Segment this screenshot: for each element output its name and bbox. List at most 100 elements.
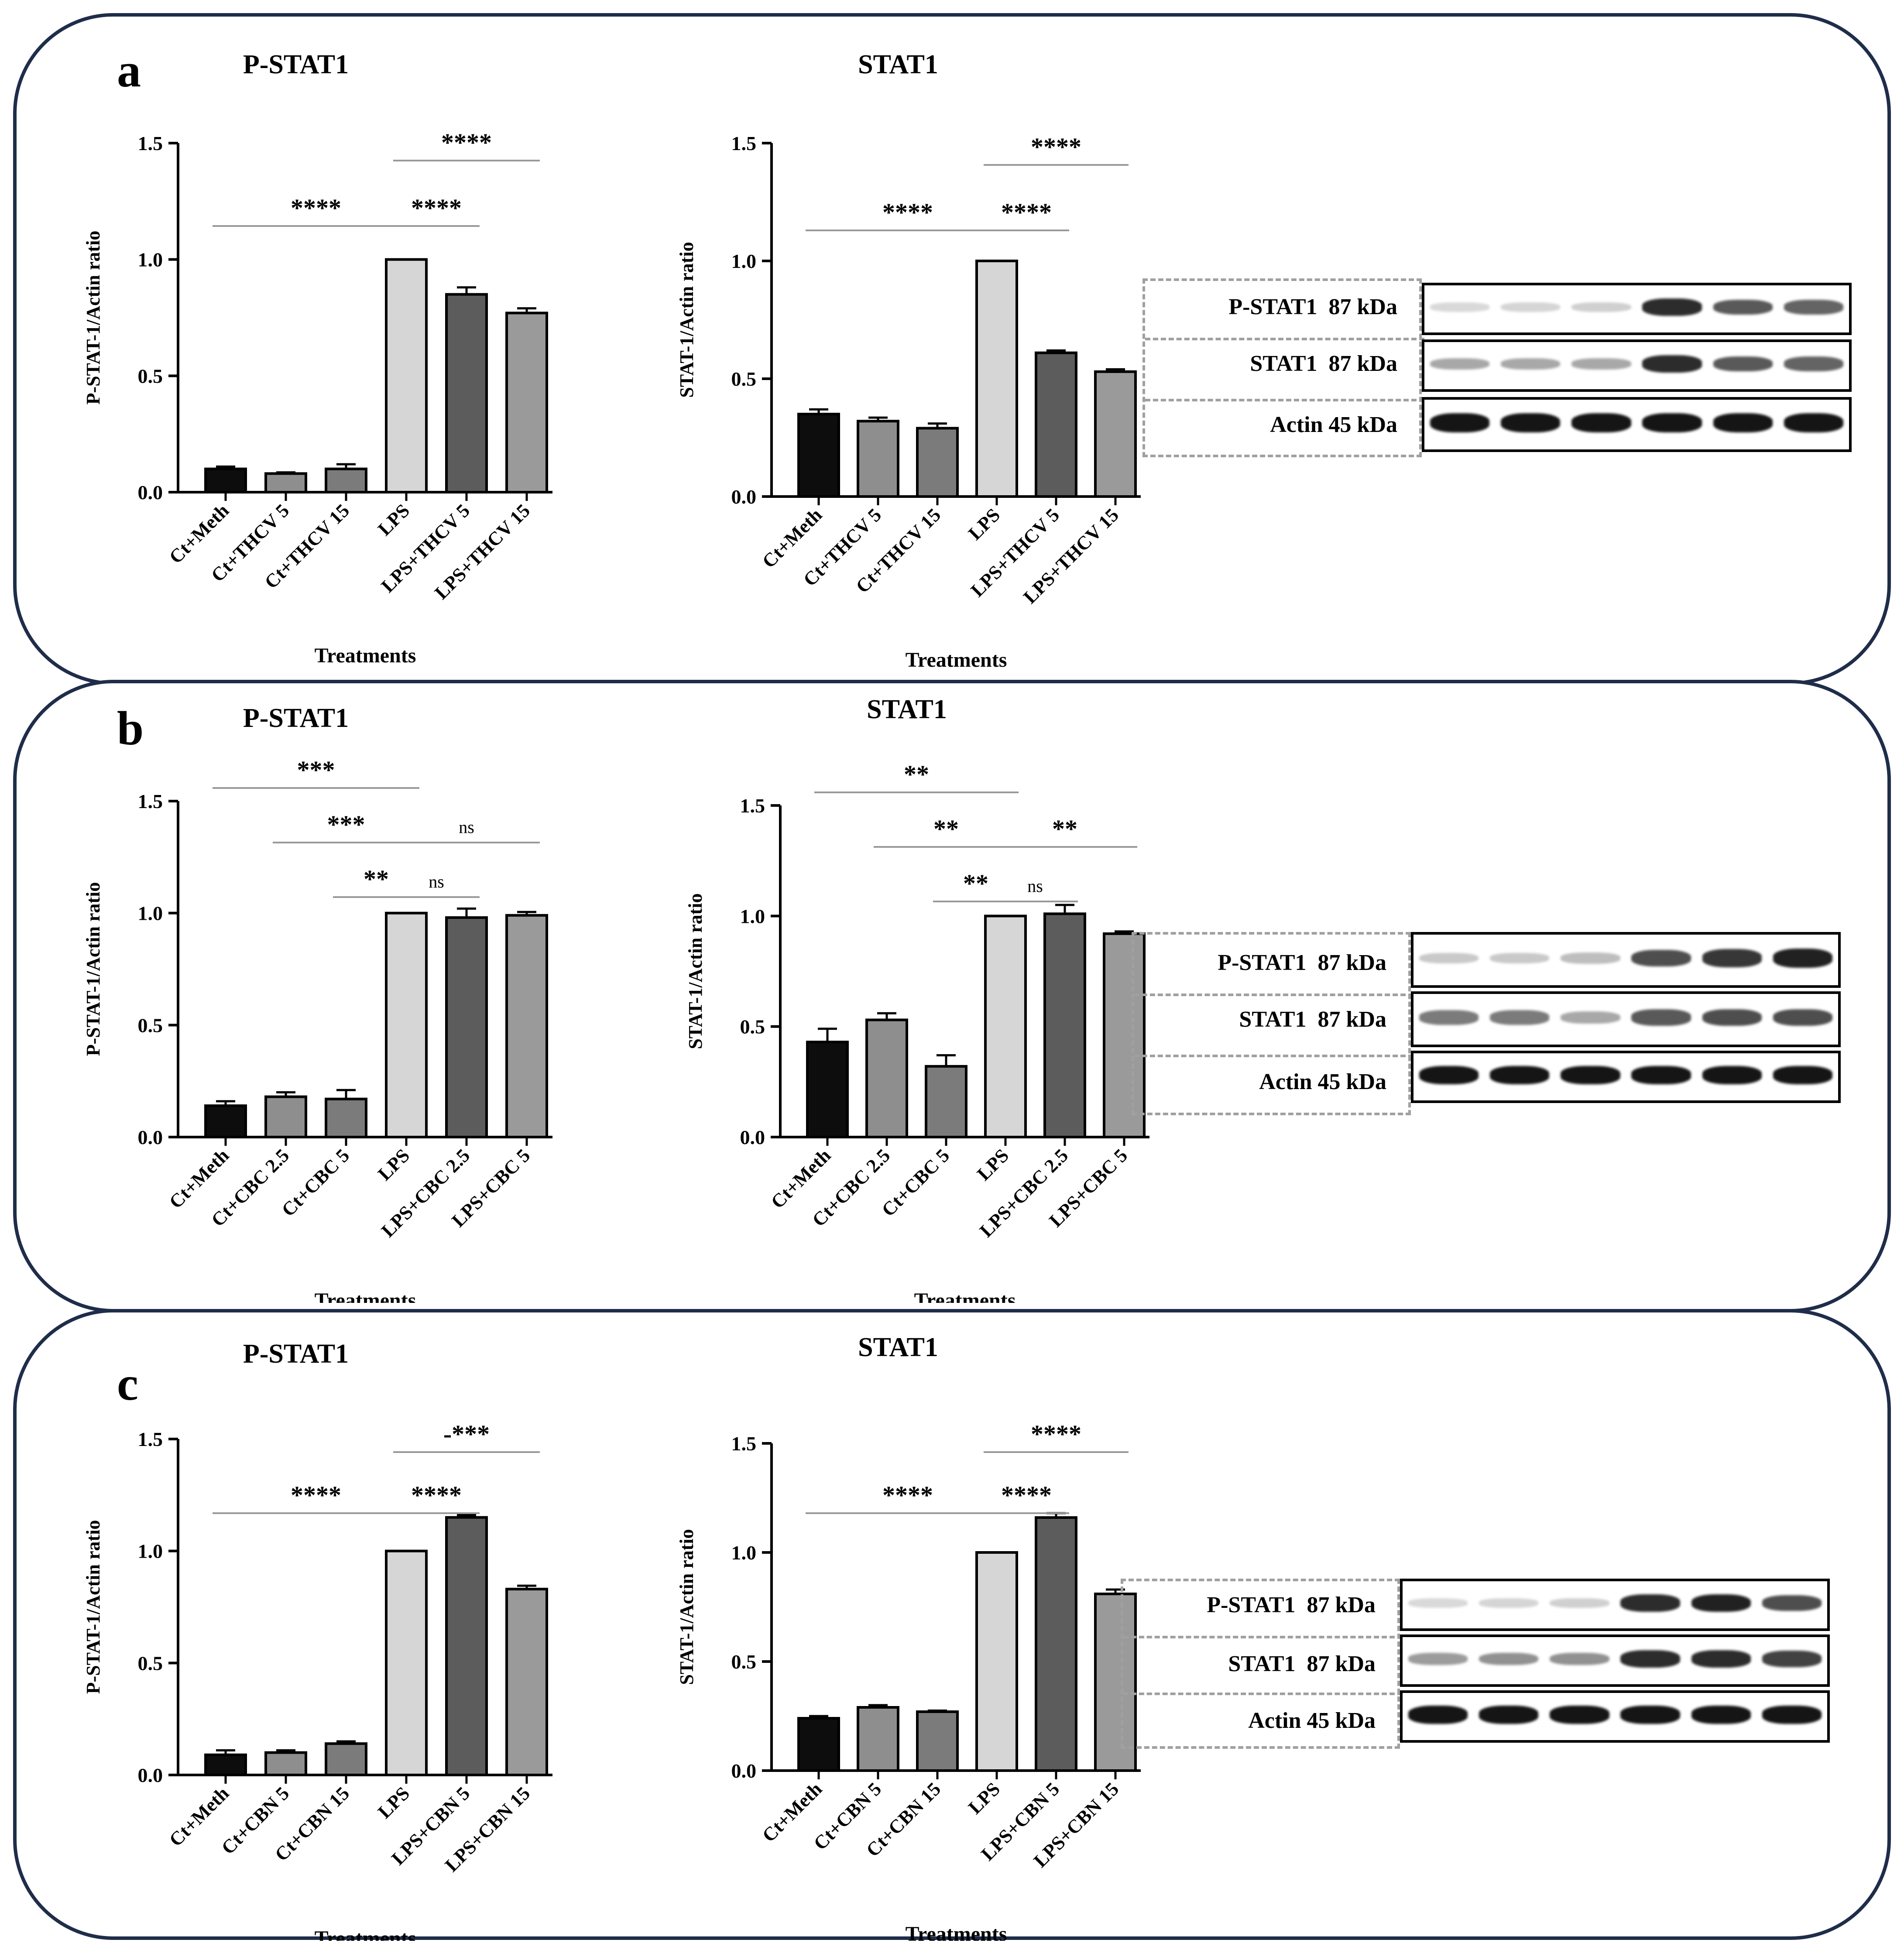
blot-strip-pstat1 — [1400, 1579, 1830, 1631]
y-tick-label: 0.5 — [731, 1651, 757, 1673]
bar-ct-cbn-5 — [264, 1751, 307, 1777]
bar-ct-thcv-5 — [264, 472, 307, 494]
blot-label-pstat1: P-STAT1 87 kDa — [1218, 950, 1386, 975]
panel-a: a P-STAT1 0.0 0.5 1.0 1.5 P-STAT-1/Actin rati… — [13, 13, 1891, 685]
blot-label-actin: Actin 45 kDa — [1259, 1069, 1386, 1094]
y-tick-label: 0.5 — [731, 368, 757, 390]
significance-label: *** — [297, 756, 335, 784]
blot-band — [1691, 1650, 1751, 1668]
y-axis-label: P-STAT-1/Actin ratio — [82, 882, 104, 1056]
blot-divider — [1123, 1636, 1403, 1638]
blot-divider — [1134, 994, 1413, 996]
blot-band — [1713, 299, 1773, 315]
blot-label-stat1: STAT1 87 kDa — [1228, 1651, 1376, 1676]
blot-band — [1571, 358, 1631, 370]
significance-label: ns — [429, 872, 444, 891]
bar-lps-cbn-5 — [445, 1516, 488, 1776]
blot-band — [1620, 1650, 1680, 1668]
bar-ct-cbc-5 — [925, 1065, 967, 1138]
blot-band — [1490, 1010, 1550, 1025]
blot-band — [1550, 1598, 1609, 1608]
y-tick-label: 0.5 — [740, 1016, 765, 1038]
blot-band — [1691, 1705, 1751, 1724]
panel-c: c P-STAT1 0.0 0.5 1.0 1.5 P-STAT-1/Actin rati… — [13, 1309, 1891, 1941]
y-axis-label: STAT-1/Actin ratio — [676, 1529, 697, 1685]
blot-band — [1501, 413, 1561, 433]
bar-ct-meth — [204, 467, 247, 494]
blot-band — [1762, 1651, 1822, 1667]
y-tick-label: 1.0 — [138, 902, 163, 925]
blot-band — [1642, 298, 1702, 316]
blot-divider — [1145, 399, 1424, 401]
blot-band — [1713, 356, 1773, 372]
x-axis-label: Treatments — [315, 644, 416, 667]
blot-band — [1620, 1594, 1680, 1612]
y-tick-label: 1.5 — [731, 1432, 757, 1455]
blot-band — [1430, 413, 1490, 433]
blot-band — [1490, 953, 1550, 964]
bar-lps — [385, 258, 428, 493]
x-tick-label: LPS — [964, 504, 1004, 544]
significance-label: **** — [291, 194, 341, 222]
blot-band — [1408, 1705, 1468, 1724]
x-axis-label: Treatments — [906, 1922, 1007, 1941]
blot-label-box: P-STAT1 87 kDa STAT1 87 kDa Actin 45 kDa — [1142, 278, 1424, 457]
blot-band — [1419, 953, 1479, 964]
bar-ct-meth — [797, 1717, 840, 1772]
panel-letter-a: a — [117, 44, 141, 97]
significance-label: ns — [1027, 876, 1043, 896]
blot-band — [1408, 1598, 1468, 1608]
x-tick-label: LPS — [964, 1778, 1004, 1818]
blot-label-actin: Actin 45 kDa — [1270, 412, 1397, 437]
blot-band — [1773, 949, 1833, 968]
significance-label: **** — [1031, 1420, 1081, 1448]
blot-band — [1773, 1009, 1833, 1026]
y-axis-label: P-STAT-1/Actin ratio — [82, 231, 104, 405]
blot-band — [1762, 1595, 1822, 1611]
significance-label: **** — [411, 194, 462, 222]
western-blot-c: P-STAT1 87 kDa STAT1 87 kDa Actin 45 kDa — [1121, 1579, 1832, 1749]
significance-label: **** — [411, 1481, 462, 1509]
y-tick-label: 0.0 — [138, 1126, 163, 1148]
bar-ct-cbn-15 — [325, 1742, 367, 1777]
blot-label-actin: Actin 45 kDa — [1248, 1708, 1376, 1733]
chart-title: P-STAT1 — [243, 1339, 349, 1369]
blot-label-stat1: STAT1 87 kDa — [1250, 351, 1397, 376]
y-tick-label: 1.0 — [731, 1542, 757, 1564]
chart-title: STAT1 — [867, 695, 947, 724]
blot-strip-stat1 — [1400, 1634, 1830, 1687]
blot-band — [1631, 1009, 1691, 1026]
blot-divider — [1134, 1055, 1413, 1057]
bar-ct-cbc-5 — [325, 1097, 367, 1139]
blot-strip-stat1 — [1422, 339, 1852, 392]
chart-title: STAT1 — [858, 50, 938, 79]
blot-band — [1550, 1652, 1609, 1665]
bar-lps — [385, 911, 428, 1138]
bar-ct-thcv-15 — [916, 427, 959, 498]
bar-lps-thcv-15 — [1094, 370, 1137, 498]
blot-label-box: P-STAT1 87 kDa STAT1 87 kDa Actin 45 kDa — [1132, 932, 1413, 1115]
significance-label: ** — [1052, 815, 1077, 843]
significance-label: -*** — [443, 1420, 490, 1448]
blot-band — [1430, 358, 1490, 370]
bar-lps — [975, 260, 1018, 498]
blot-band — [1419, 1010, 1479, 1025]
bar-lps-cbc-5 — [1103, 932, 1146, 1138]
bar-lps-cbc-2-5 — [1043, 912, 1086, 1138]
x-axis-label: Treatments — [914, 1289, 1016, 1303]
chart-title: P-STAT1 — [243, 703, 349, 733]
blot-strip-stat1 — [1411, 991, 1841, 1047]
blot-band — [1479, 1652, 1539, 1665]
blot-band — [1784, 413, 1844, 433]
y-tick-label: 0.5 — [138, 1652, 163, 1674]
significance-label: **** — [291, 1481, 341, 1509]
chart-title: P-STAT1 — [243, 50, 349, 79]
significance-label: ** — [933, 815, 959, 843]
y-tick-label: 1.5 — [138, 790, 163, 812]
bar-ct-cbc-2-5 — [865, 1018, 908, 1138]
bar-lps-thcv-5 — [1035, 351, 1077, 498]
y-tick-label: 0.0 — [731, 486, 757, 508]
